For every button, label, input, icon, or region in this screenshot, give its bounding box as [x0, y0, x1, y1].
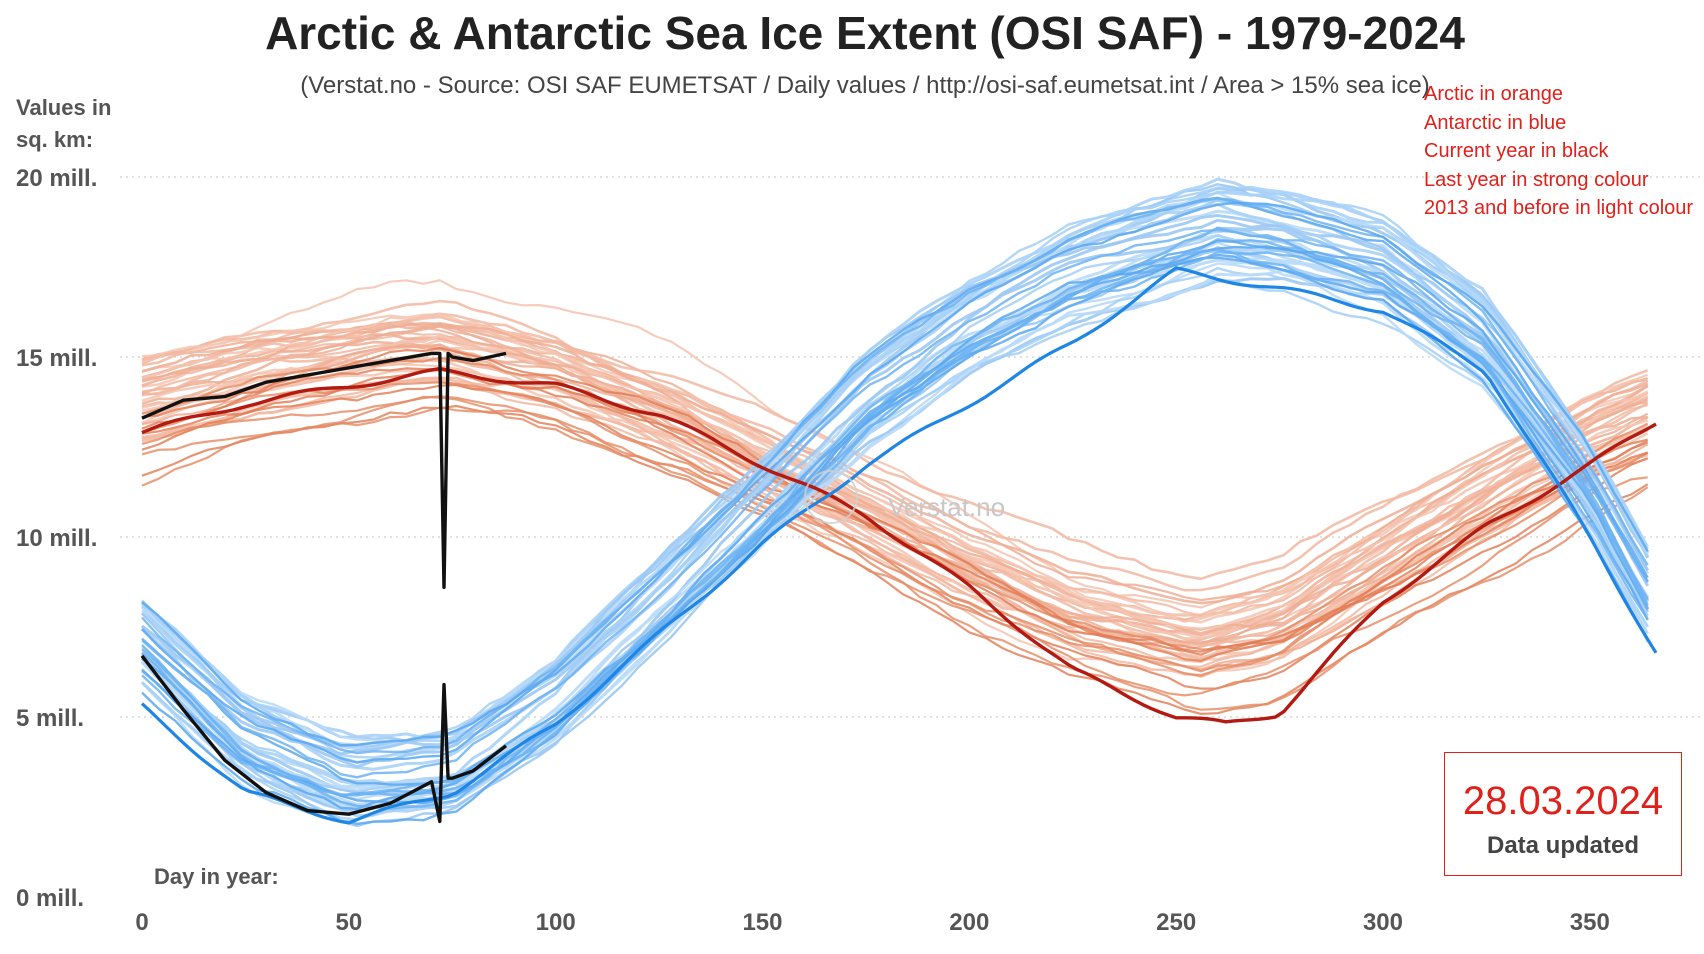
- watermark: Verstat.no: [888, 492, 1006, 522]
- historical-year-line: [141, 248, 1649, 810]
- arctic-2024-line: [141, 351, 507, 590]
- historical-year-line: [141, 313, 1649, 623]
- historical-year-line: [141, 226, 1649, 797]
- legend-entry: Arctic in orange: [1424, 83, 1563, 105]
- historical-year-line: [141, 316, 1649, 619]
- x-tick-label: 300: [1363, 909, 1403, 936]
- chart-title: Arctic & Antarctic Sea Ice Extent (OSI S…: [265, 7, 1465, 59]
- legend-entry: Current year in black: [1424, 140, 1609, 162]
- historical-year-line: [141, 406, 1649, 711]
- legend-entry: Antarctic in blue: [1424, 111, 1567, 134]
- legend: Arctic in orange Antarctic in blue Current…: [1424, 80, 1693, 223]
- historical-year-line: [141, 395, 1648, 697]
- historical-year-line: [141, 239, 1649, 786]
- x-tick-label: 100: [536, 909, 576, 936]
- x-tick-label: 0: [135, 909, 148, 936]
- x-tick-label: 250: [1156, 909, 1196, 936]
- update-date: 28.03.2024: [1462, 779, 1664, 823]
- historical-year-line: [141, 189, 1649, 759]
- y-axis-ticks: 0 mill. 5 mill. 10 mill. 15 mill. 20 mill.: [16, 165, 97, 912]
- highlighted-curves: [140, 266, 1658, 825]
- historical-year-line: [141, 404, 1649, 716]
- historical-year-line: [141, 381, 1649, 673]
- y-axis-label: Values in sq. km:: [16, 95, 112, 152]
- watermark-icon: [804, 470, 858, 524]
- historical-year-line: [141, 376, 1648, 661]
- historical-year-line: [140, 177, 1650, 740]
- y-tick-label: 5 mill.: [16, 705, 84, 732]
- x-tick-label: 200: [949, 909, 989, 936]
- y-tick-label: 0 mill.: [16, 885, 84, 912]
- x-axis-ticks: 0 50 100 150 200 250 300 350: [135, 909, 1610, 936]
- data-updated-box: 28.03.2024 Data updated: [1444, 752, 1682, 876]
- chart-subtitle: (Verstat.no - Source: OSI SAF EUMETSAT /…: [300, 72, 1430, 99]
- historical-year-line: [141, 196, 1649, 764]
- historical-year-line: [141, 321, 1649, 605]
- gridlines: [120, 176, 1700, 718]
- historical-year-line: [141, 201, 1649, 747]
- historical-year-line: [141, 256, 1649, 825]
- x-tick-label: 50: [335, 909, 362, 936]
- antarctic-2023-line: [140, 266, 1658, 825]
- historical-year-line: [141, 334, 1649, 631]
- historical-curves: [140, 177, 1650, 828]
- historical-year-line: [141, 228, 1649, 779]
- historical-year-line: [141, 383, 1649, 690]
- update-label: Data updated: [1486, 832, 1639, 859]
- historical-year-line: [141, 346, 1648, 656]
- x-axis-label: Day in year:: [154, 864, 279, 889]
- historical-year-line: [141, 312, 1648, 581]
- x-tick-label: 150: [742, 909, 782, 936]
- y-tick-label: 20 mill.: [16, 165, 97, 192]
- y-tick-label: 15 mill.: [16, 345, 97, 372]
- y-tick-label: 10 mill.: [16, 525, 97, 552]
- antarctic-2024-line: [140, 654, 508, 824]
- legend-entry: 2013 and before in light colour: [1424, 197, 1694, 219]
- x-tick-label: 350: [1570, 909, 1610, 936]
- historical-year-line: [141, 251, 1649, 797]
- arctic-2023-line: [141, 366, 1657, 724]
- historical-year-line: [140, 202, 1649, 787]
- legend-entry: Last year in strong colour: [1424, 168, 1649, 191]
